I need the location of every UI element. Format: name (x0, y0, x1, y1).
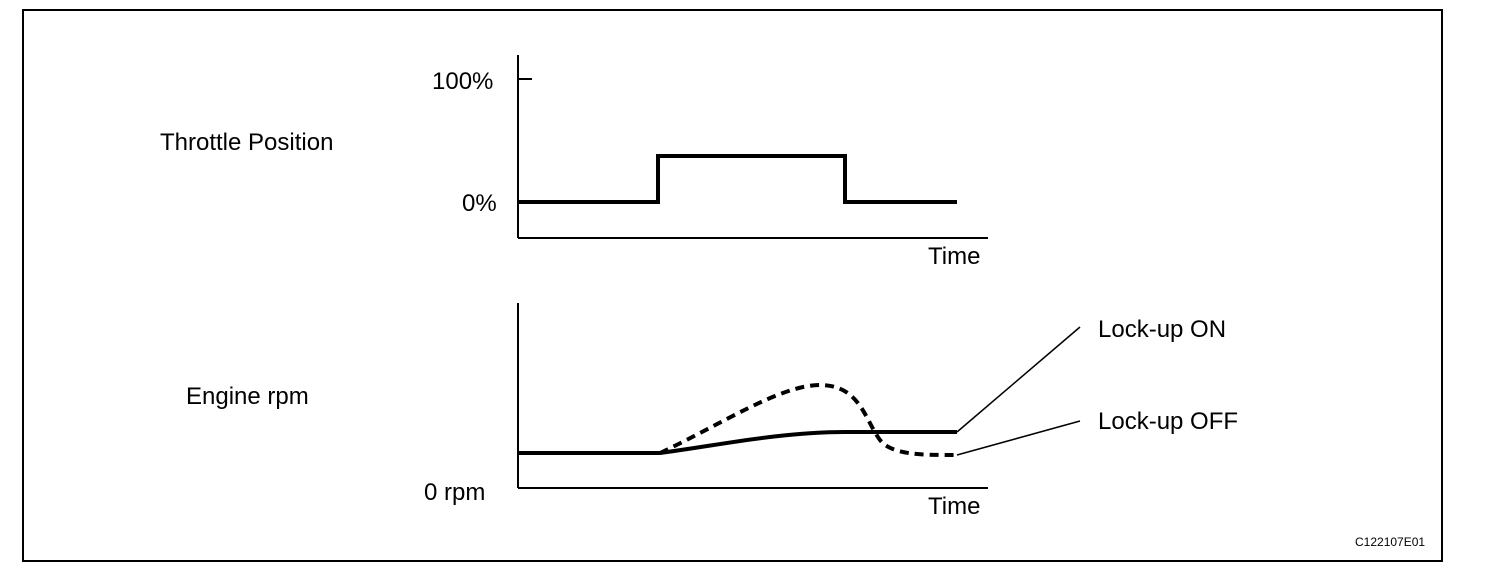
throttle-tick-0-label: 0% (462, 190, 497, 217)
rpm-panel-title: Engine rpm (186, 383, 309, 410)
lockup-on-trace (518, 430, 957, 455)
leader-lockup-off (956, 420, 1081, 456)
legend-lockup-on: Lock-up ON (1098, 316, 1227, 343)
lockup-off-trace (659, 382, 958, 457)
figure-code: C122107E01 (1355, 535, 1426, 549)
throttle-tick-100-label: 100% (432, 68, 494, 95)
throttle-x-axis-label: Time (928, 243, 981, 270)
leader-lockup-on (956, 326, 1081, 433)
throttle-panel-title: Throttle Position (160, 129, 334, 156)
throttle-axes (517, 55, 988, 239)
rpm-axes (517, 303, 988, 489)
rpm-x-axis-label: Time (928, 493, 981, 520)
rpm-tick-0-label: 0 rpm (424, 479, 486, 506)
throttle-trace (518, 154, 957, 204)
legend-lockup-off: Lock-up OFF (1098, 408, 1239, 435)
figure-frame (22, 9, 1443, 562)
